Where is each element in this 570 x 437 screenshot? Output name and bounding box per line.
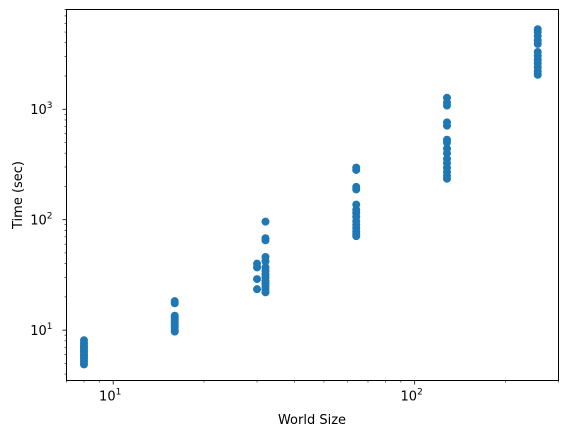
data-point	[261, 252, 270, 261]
data-point	[261, 217, 270, 226]
x-axis-label: World Size	[278, 413, 346, 428]
y-axis-label: Time (sec)	[11, 161, 26, 230]
data-point	[352, 200, 361, 209]
x-axis-ticks: 101 102	[66, 380, 559, 405]
data-point	[442, 93, 451, 102]
data-point	[261, 234, 270, 243]
data-point	[442, 118, 451, 127]
data-point	[533, 25, 542, 34]
data-point	[442, 144, 451, 153]
plot-area	[66, 9, 559, 381]
data-point	[170, 311, 179, 320]
x-tick-label: 102	[401, 388, 423, 405]
data-point	[533, 47, 542, 56]
y-tick-label: 103	[30, 101, 52, 118]
data-point	[352, 163, 361, 172]
data-points	[79, 25, 542, 369]
x-tick-label: 101	[99, 388, 121, 405]
data-point	[352, 182, 361, 191]
y-tick-label: 101	[30, 322, 52, 339]
axes-frame	[66, 9, 559, 381]
data-point	[261, 263, 270, 272]
data-point	[253, 285, 262, 294]
y-axis-ticks: 101 102 103	[30, 9, 67, 375]
data-point	[79, 336, 88, 345]
y-tick-label: 102	[30, 212, 52, 229]
data-point	[253, 275, 262, 284]
data-point	[170, 297, 179, 306]
data-point	[442, 135, 451, 144]
data-point	[442, 154, 451, 163]
data-point	[253, 259, 262, 268]
